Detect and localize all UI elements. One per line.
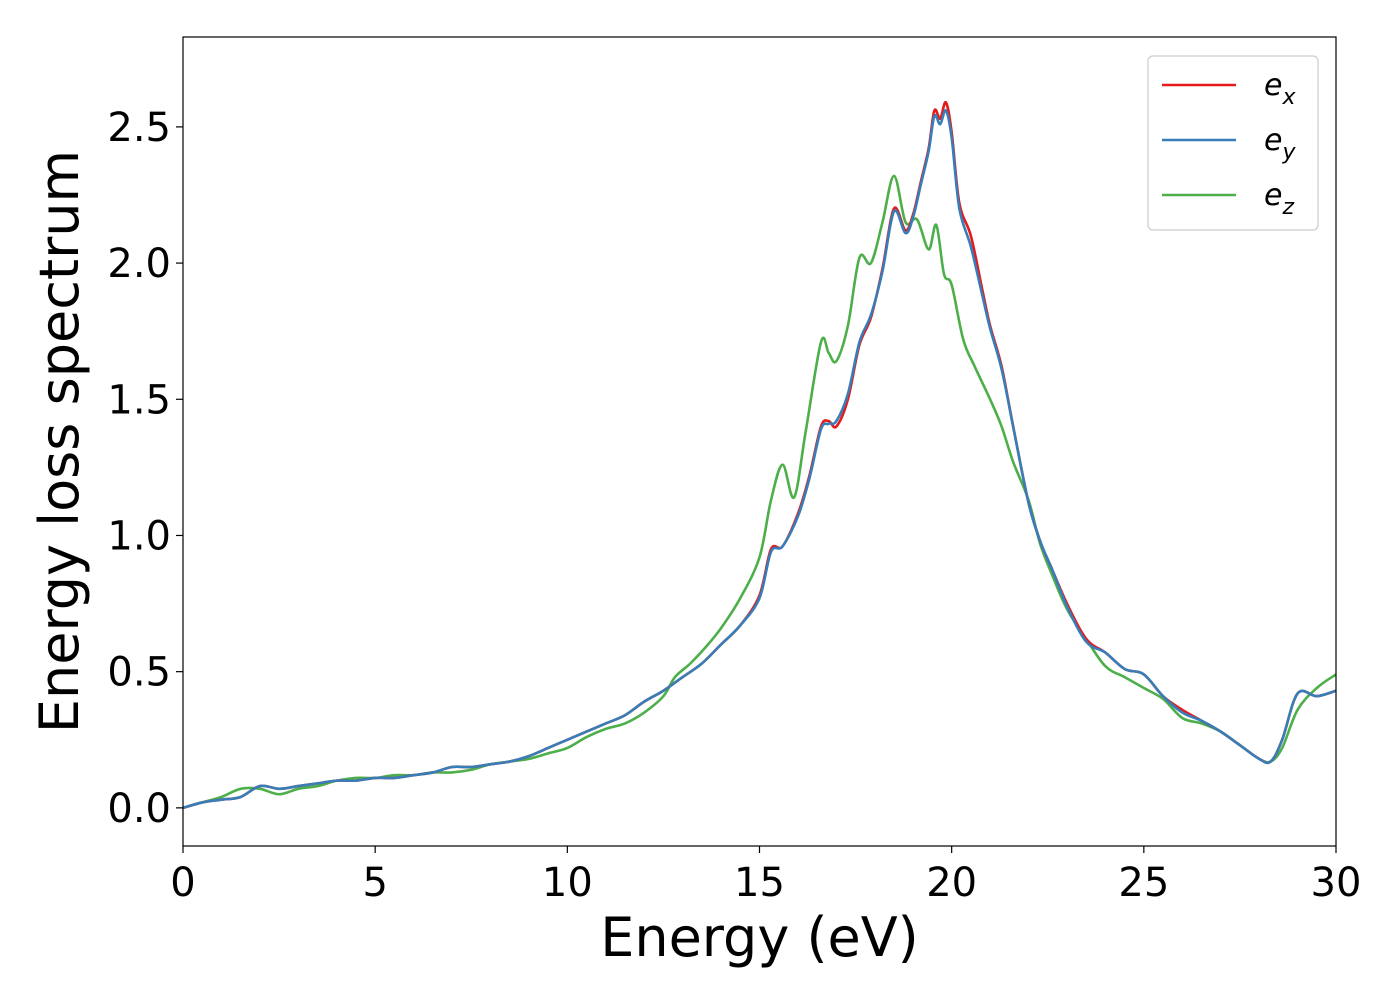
legend-label-base: e (1264, 68, 1282, 103)
legend-label-base: e (1264, 178, 1282, 213)
y-tick-label: 1.5 (107, 377, 171, 423)
legend-label-y: ey (1264, 123, 1296, 165)
legend-label-subscript: z (1281, 195, 1294, 220)
x-tick-label: 0 (170, 860, 195, 906)
series-layer (183, 101, 1336, 810)
x-tick-label: 20 (926, 860, 977, 906)
series-line-y (183, 109, 1336, 810)
x-axis-label: Energy (eV) (600, 906, 919, 969)
legend-label-subscript: y (1281, 140, 1296, 165)
y-tick-label: 0.5 (107, 650, 171, 696)
y-axis-label: Energy loss spectrum (28, 150, 91, 733)
legend-label-x: ex (1264, 68, 1296, 110)
x-tick-label: 30 (1311, 860, 1362, 906)
x-axis-ticks: 0 5 10 15 20 25 30 (170, 846, 1361, 906)
legend-label-z: ez (1264, 178, 1294, 220)
legend-label-subscript: x (1281, 85, 1296, 110)
legend-box (1147, 55, 1319, 231)
y-axis-ticks: 0.0 0.5 1.0 1.5 2.0 2.5 (107, 105, 183, 832)
x-tick-label: 25 (1118, 860, 1169, 906)
y-tick-label: 2.0 (107, 241, 171, 287)
legend-label-base: e (1264, 123, 1282, 158)
y-tick-label: 1.0 (107, 513, 171, 559)
x-tick-label: 15 (734, 860, 785, 906)
y-tick-label: 0.0 (107, 786, 171, 832)
y-tick-label: 2.5 (107, 105, 171, 151)
x-tick-label: 5 (362, 860, 387, 906)
x-tick-label: 10 (542, 860, 593, 906)
